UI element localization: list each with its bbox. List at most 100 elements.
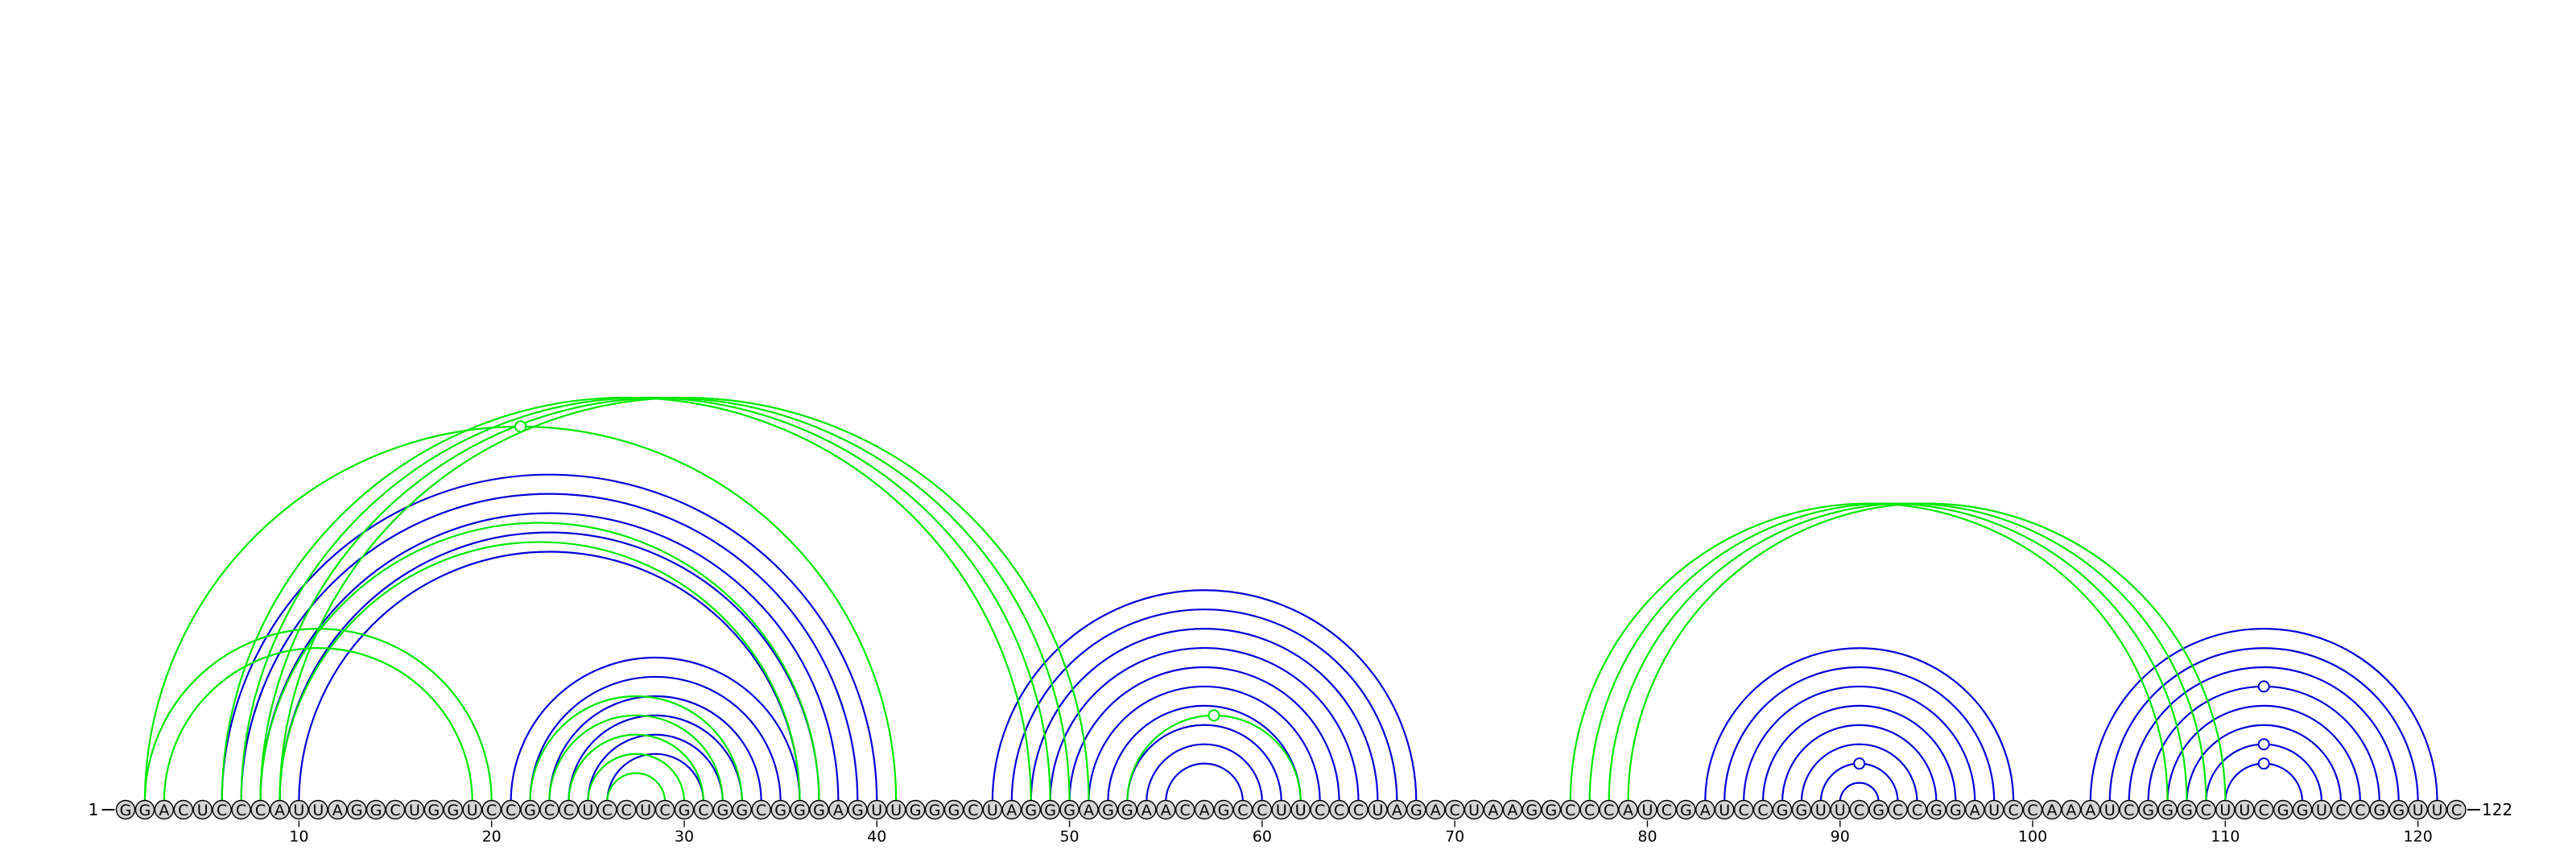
nucleotide-87: G: [1773, 801, 1791, 820]
nucleotide-letter: U: [1295, 802, 1307, 819]
nucleotide-45: C: [964, 801, 982, 820]
arc-blue-103-121: [2091, 629, 2438, 802]
nucleotide-letter: G: [736, 802, 748, 819]
nucleotide-99: C: [2004, 801, 2023, 820]
nucleotide-letter: U: [409, 802, 420, 819]
nucleotide-79: A: [1619, 801, 1637, 820]
nucleotide-letter: A: [1488, 802, 1499, 819]
nucleotide-letter: G: [1410, 802, 1422, 819]
nucleotide-108: G: [2178, 801, 2196, 820]
nucleotide-letter: C: [486, 802, 497, 819]
nucleotide-54: A: [1137, 801, 1156, 820]
arc-green-9-36: [279, 542, 799, 802]
arc-green-8-37: [261, 523, 819, 802]
nucleotide-letter: U: [890, 802, 902, 819]
arc-green-26-29: [607, 773, 665, 802]
nucleotide-104: U: [2100, 801, 2119, 820]
nucleotide-50: G: [1060, 801, 1079, 820]
position-tick-60: 60: [1253, 821, 1272, 846]
nucleotide-letter: G: [139, 802, 151, 819]
tick-label: 40: [867, 828, 886, 846]
nucleotide-letter: U: [2219, 802, 2231, 819]
nucleotide-32: G: [713, 801, 732, 820]
nucleotide-letter: C: [659, 802, 670, 819]
nucleotide-letter: C: [2008, 802, 2018, 819]
nucleotide-83: A: [1696, 801, 1715, 820]
nucleotide-70: C: [1446, 801, 1464, 820]
nucleotide-letter: G: [1526, 802, 1538, 819]
nucleotide-letter: G: [1777, 802, 1789, 819]
nucleotide-letter: C: [1584, 802, 1595, 819]
nucleotide-41: U: [887, 801, 906, 820]
nucleotide-letter: A: [275, 802, 285, 819]
nucleotide-44: G: [944, 801, 963, 820]
nucleotide-73: A: [1503, 801, 1521, 820]
arc-blue-10-36: [299, 552, 799, 802]
nucleotide-69: A: [1426, 801, 1445, 820]
nucleotide-76: C: [1561, 801, 1579, 820]
nucleotide-letter: G: [716, 802, 729, 819]
nucleotide-letter: G: [2277, 802, 2289, 819]
nucleotide-6: C: [213, 801, 231, 820]
arc-green-2-20: [145, 629, 492, 802]
tick-label: 80: [1637, 828, 1657, 846]
nucleotide-letter: C: [602, 802, 613, 819]
nucleotide-letter: G: [1796, 802, 1808, 819]
nucleotide-89: U: [1811, 801, 1830, 820]
nucleotide-101: A: [2043, 801, 2062, 820]
arc-green-53-62: [1127, 716, 1300, 802]
start-label: 1: [89, 800, 99, 819]
nucleotide-letter: A: [1084, 802, 1094, 819]
nucleotide-12: A: [328, 801, 347, 820]
nucleotide-letter: A: [2066, 802, 2076, 819]
nucleotide-letter: A: [1507, 802, 1517, 819]
nucleotide-letter: A: [2047, 802, 2058, 819]
nucleotide-letter: C: [1757, 802, 1768, 819]
nucleotide-66: U: [1368, 801, 1387, 820]
nucleotide-letter: C: [178, 802, 188, 819]
nucleotide-letter: C: [390, 802, 400, 819]
nucleotide-31: C: [694, 801, 712, 820]
nucleotide-80: U: [1638, 801, 1657, 820]
nucleotide-letter: G: [910, 802, 922, 819]
nucleotide-letter: C: [2027, 802, 2037, 819]
nucleotide-113: G: [2274, 801, 2293, 820]
nucleotide-letter: G: [2142, 802, 2154, 819]
nucleotide-105: C: [2120, 801, 2138, 820]
position-tick-110: 110: [2211, 821, 2240, 846]
nucleotide-57: A: [1195, 801, 1214, 820]
position-tick-80: 80: [1637, 821, 1657, 846]
nucleotide-38: A: [829, 801, 848, 820]
nucleotide-29: C: [656, 801, 675, 820]
nucleotide-letter: C: [2124, 802, 2134, 819]
nucleotide-112: C: [2255, 801, 2273, 820]
nucleotide-98: U: [1985, 801, 2004, 820]
nucleotide-15: C: [386, 801, 405, 820]
nucleotide-letter: G: [2392, 802, 2405, 819]
nucleotide-letter: C: [1315, 802, 1325, 819]
nucleotide-107: G: [2158, 801, 2177, 820]
nucleotide-18: G: [444, 801, 462, 820]
nucleotide-3: A: [155, 801, 173, 820]
nucleotide-letter: C: [1180, 802, 1191, 819]
nucleotide-16: U: [405, 801, 423, 820]
nucleotide-letter: G: [852, 802, 864, 819]
nucleotide-letter: U: [197, 802, 208, 819]
nucleotide-letter: C: [2335, 802, 2346, 819]
nucleotide-27: C: [617, 801, 636, 820]
nucleotide-letter: G: [1121, 802, 1133, 819]
nucleotide-letter: G: [1063, 802, 1075, 819]
nucleotide-96: G: [1946, 801, 1965, 820]
nucleotide-34: C: [752, 801, 770, 820]
nucleotide-letter: C: [1662, 802, 1672, 819]
nucleotide-letter: G: [1930, 802, 1942, 819]
nucleotide-115: U: [2313, 801, 2331, 820]
nucleotide-67: A: [1388, 801, 1406, 820]
nucleotide-letter: C: [1237, 802, 1248, 819]
nucleotide-letter: C: [698, 802, 708, 819]
nucleotide-19: U: [463, 801, 481, 820]
tick-label: 90: [1831, 828, 1850, 846]
nucleotide-letter: C: [1334, 802, 1344, 819]
nucleotide-58: G: [1215, 801, 1233, 820]
arc-blue-88-94: [1802, 745, 1918, 802]
